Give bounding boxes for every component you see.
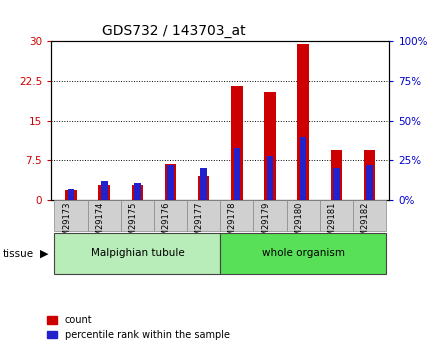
Bar: [167, 165, 174, 200]
FancyBboxPatch shape: [54, 200, 88, 231]
FancyBboxPatch shape: [220, 200, 254, 231]
Text: GSM29182: GSM29182: [360, 201, 369, 247]
FancyBboxPatch shape: [154, 200, 187, 231]
Text: GSM29178: GSM29178: [228, 201, 237, 247]
Bar: [132, 185, 143, 200]
FancyBboxPatch shape: [287, 200, 320, 231]
Text: GSM29174: GSM29174: [95, 201, 104, 247]
FancyBboxPatch shape: [187, 200, 220, 231]
Bar: [200, 168, 207, 200]
Text: GSM29176: GSM29176: [162, 201, 170, 247]
Bar: [364, 150, 375, 200]
FancyBboxPatch shape: [254, 200, 287, 231]
Text: GSM29181: GSM29181: [328, 201, 336, 247]
Bar: [333, 168, 340, 200]
Bar: [231, 86, 243, 200]
Text: tissue: tissue: [2, 249, 33, 258]
Bar: [234, 148, 240, 200]
FancyBboxPatch shape: [121, 200, 154, 231]
Bar: [267, 156, 273, 200]
Bar: [68, 189, 74, 200]
Bar: [264, 92, 276, 200]
Bar: [297, 44, 309, 200]
FancyBboxPatch shape: [320, 200, 353, 231]
Text: GSM29180: GSM29180: [294, 201, 303, 247]
Bar: [134, 183, 141, 200]
Bar: [101, 181, 108, 200]
Text: ▶: ▶: [40, 249, 49, 258]
Bar: [331, 150, 342, 200]
FancyBboxPatch shape: [88, 200, 121, 231]
Bar: [366, 165, 373, 200]
Text: GSM29179: GSM29179: [261, 201, 270, 247]
Bar: [98, 185, 110, 200]
Text: GDS732 / 143703_at: GDS732 / 143703_at: [102, 23, 246, 38]
Text: whole organism: whole organism: [262, 248, 345, 258]
Bar: [198, 176, 210, 200]
Text: GSM29177: GSM29177: [195, 201, 204, 247]
Text: Malpighian tubule: Malpighian tubule: [90, 248, 184, 258]
Legend: count, percentile rank within the sample: count, percentile rank within the sample: [47, 315, 230, 340]
Bar: [65, 189, 77, 200]
FancyBboxPatch shape: [220, 233, 386, 274]
Bar: [300, 137, 307, 200]
Text: GSM29175: GSM29175: [129, 201, 138, 247]
FancyBboxPatch shape: [54, 233, 220, 274]
FancyBboxPatch shape: [353, 200, 386, 231]
Bar: [165, 164, 176, 200]
Text: GSM29173: GSM29173: [62, 201, 71, 247]
